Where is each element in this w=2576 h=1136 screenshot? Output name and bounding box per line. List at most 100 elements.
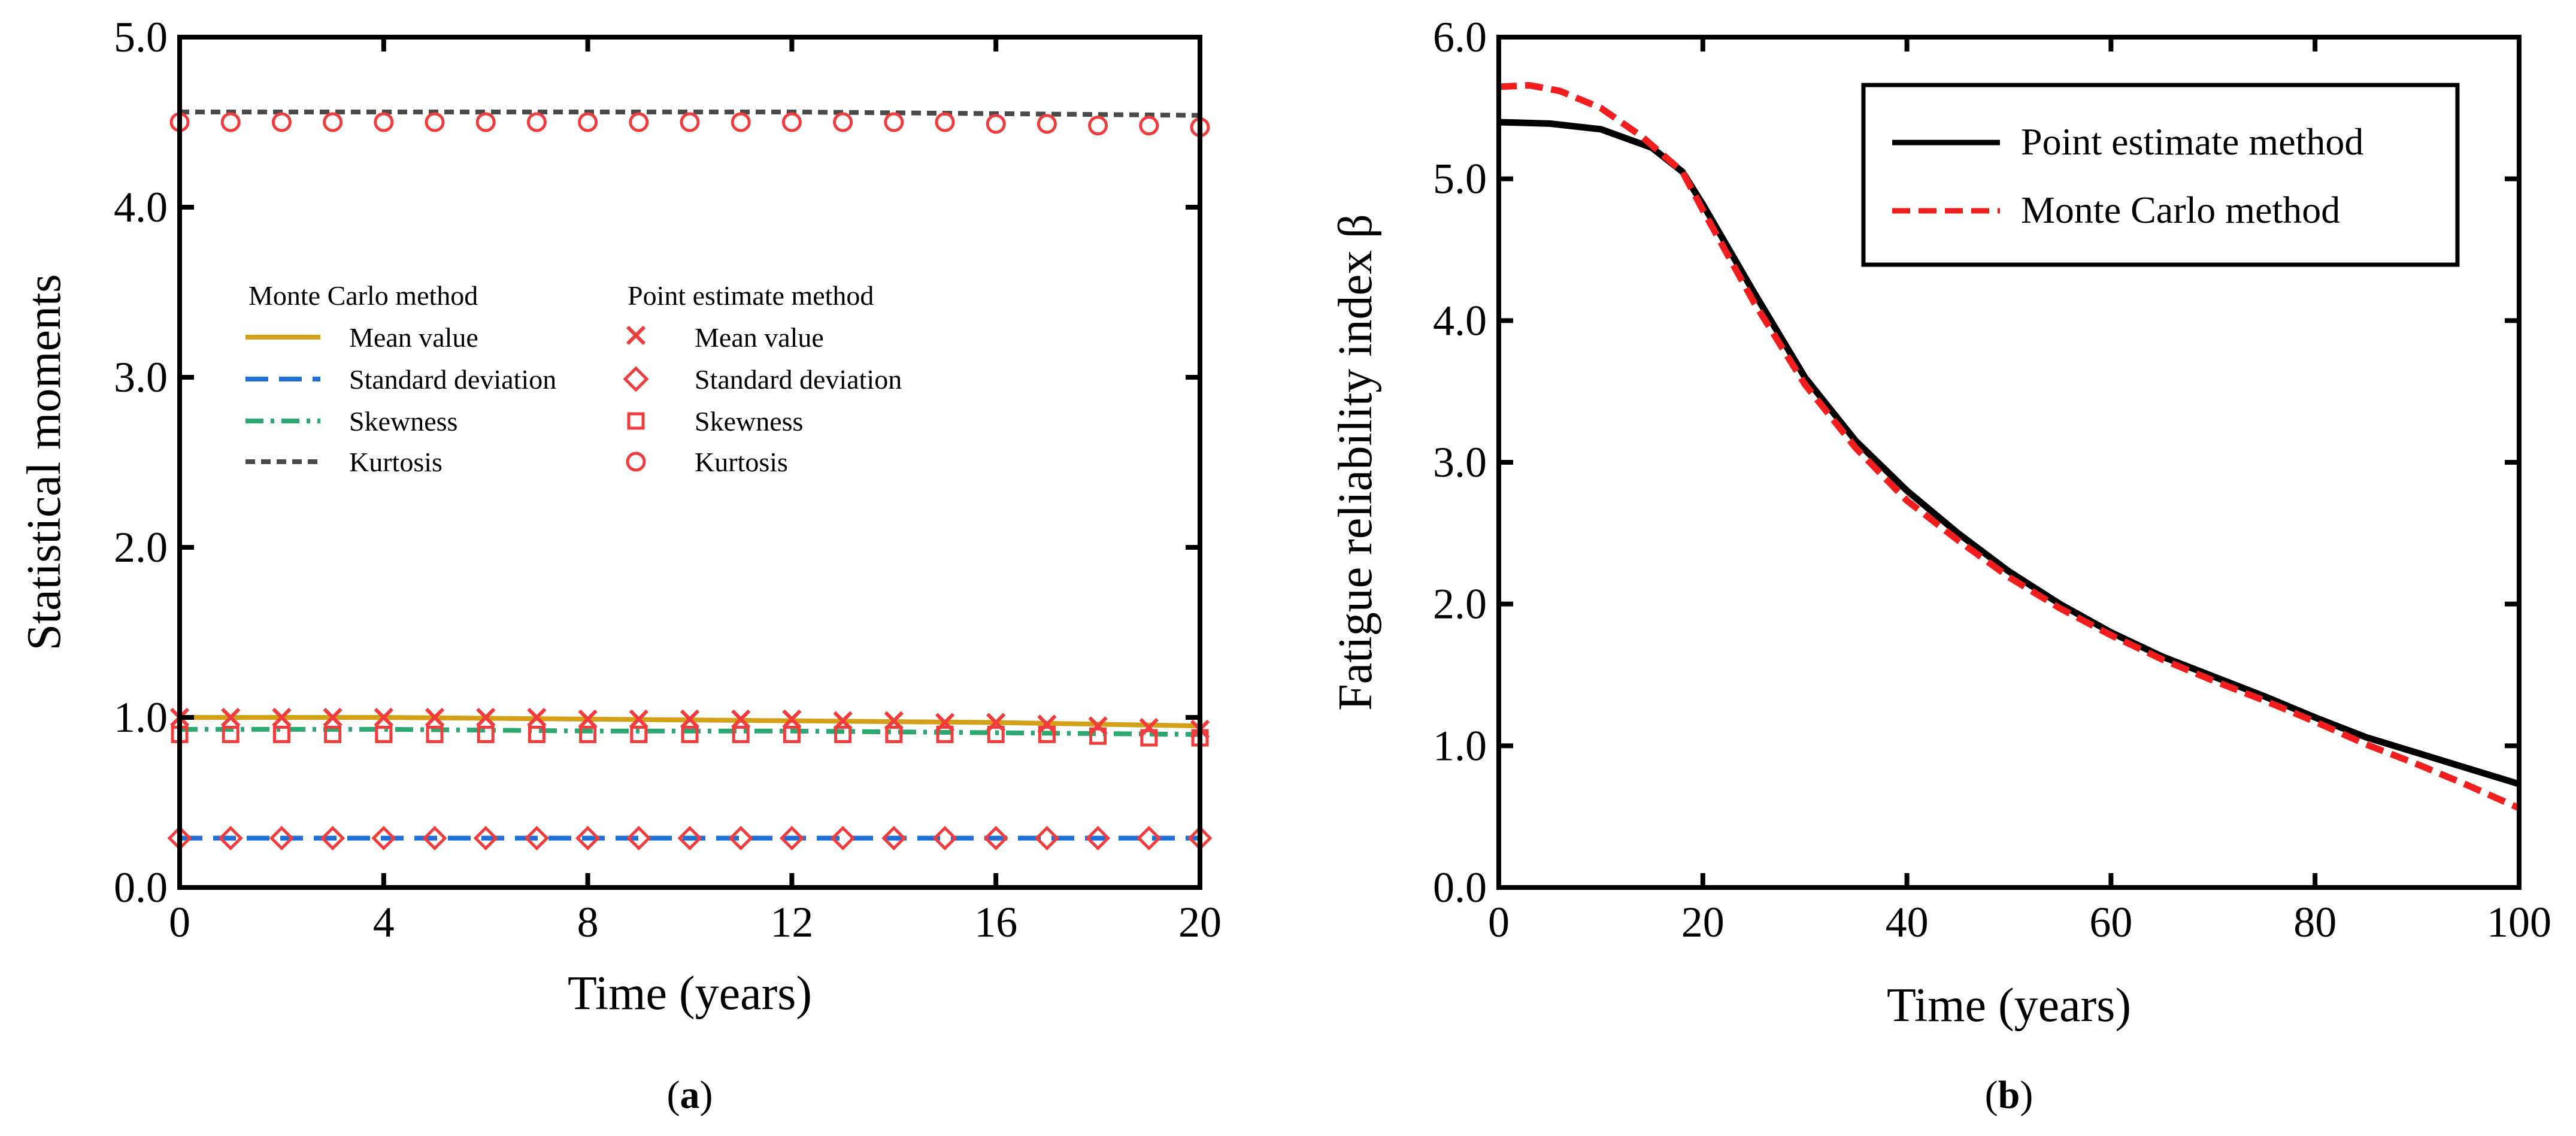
panel-a-ticks: 0 4 8 12 16 20 0.0 1.0 2.0 3.0 4.0 5.0 bbox=[114, 13, 1222, 946]
panel-a-marker-pem-skewness bbox=[426, 725, 444, 743]
panel-a-marker-pem-skewness bbox=[681, 725, 699, 743]
panel-a-marker-pem-mean-value bbox=[425, 707, 445, 728]
panel-a-ytick-label: 1.0 bbox=[114, 693, 168, 741]
panel-b-ytick-label: 4.0 bbox=[1433, 296, 1487, 344]
panel-a-caption: (a) bbox=[667, 1073, 713, 1117]
panel-a-marker-pem-kurtosis bbox=[374, 112, 394, 132]
panel-a-ytick-label: 2.0 bbox=[114, 523, 168, 571]
panel-a-marker-pem-kurtosis bbox=[629, 112, 649, 132]
panel-a-caption-letter: a bbox=[680, 1073, 700, 1117]
panel-a-ytick-label: 5.0 bbox=[114, 13, 168, 61]
panel-a-ytick-label: 4.0 bbox=[114, 183, 168, 231]
panel-a-legend: Monte Carlo method Point estimate method… bbox=[246, 280, 902, 477]
panel-a-marker-pem-kurtosis bbox=[1139, 116, 1159, 136]
panel-a-marker-pem-kurtosis bbox=[526, 112, 547, 132]
legend-a-pem-kurt-label: Kurtosis bbox=[695, 447, 788, 477]
panel-a-marker-pem-kurtosis bbox=[986, 114, 1006, 134]
panel-a-marker-pem-skewness bbox=[1038, 725, 1056, 743]
panel-a-marker-pem-skewness bbox=[579, 725, 597, 743]
legend-a-pem-mean-label: Mean value bbox=[695, 322, 824, 353]
panel-a-marker-pem-standard-deviation bbox=[831, 826, 856, 851]
panel-a-marker-pem-kurtosis bbox=[680, 112, 700, 132]
panel-a-marker-pem-skewness bbox=[1089, 727, 1107, 745]
panel-a-marker-pem-standard-deviation bbox=[626, 826, 651, 851]
panel-a-marker-pem-mean-value bbox=[1037, 714, 1057, 734]
panel-a-marker-pem-kurtosis bbox=[1037, 114, 1057, 134]
panel-a-series-mc-skewness bbox=[180, 726, 1201, 737]
panel-a-marker-pem-standard-deviation bbox=[881, 826, 907, 851]
panel-a-xtick-label: 8 bbox=[577, 898, 599, 946]
panel-a-marker-pem-standard-deviation bbox=[728, 826, 753, 851]
panel-a-xtick-label: 16 bbox=[974, 898, 1017, 946]
panel-b: 0 20 40 60 80 100 0.0 1.0 2.0 3.0 4.0 5.0 6.0 Time (… bbox=[1329, 13, 2551, 1117]
legend-a-pem-sd-label: Standard deviation bbox=[695, 364, 902, 395]
panel-b-xtick-label: 40 bbox=[1886, 898, 1929, 946]
panel-a-frame bbox=[177, 35, 1202, 890]
panel-a-marker-pem-standard-deviation bbox=[422, 826, 447, 851]
panel-a-marker-pem-skewness bbox=[222, 725, 240, 743]
panel-b-ytick-label: 0.0 bbox=[1433, 864, 1487, 911]
legend-a-pem-skew-label: Skewness bbox=[695, 406, 803, 437]
panel-a-marker-pem-mean-value bbox=[221, 707, 241, 728]
legend-a-pem-kurt-swatch bbox=[626, 452, 646, 472]
panel-a-marker-pem-standard-deviation bbox=[1034, 826, 1059, 851]
panel-a-marker-pem-skewness bbox=[885, 725, 903, 743]
panel-a-marker-pem-standard-deviation bbox=[371, 826, 396, 851]
panel-a-marker-pem-kurtosis bbox=[323, 112, 343, 132]
panel-a-marker-pem-standard-deviation bbox=[1086, 826, 1111, 851]
panel-a-marker-pem-mean-value bbox=[476, 707, 496, 728]
legend-a-pem-mean-swatch bbox=[626, 325, 646, 346]
legend-a-mc-skew-label: Skewness bbox=[349, 406, 457, 437]
panel-b-ytick-label: 1.0 bbox=[1433, 722, 1487, 770]
legend-a-mc-sd-label: Standard deviation bbox=[349, 364, 556, 395]
panel-a-marker-pem-standard-deviation bbox=[1137, 826, 1162, 851]
panel-a-marker-pem-skewness bbox=[528, 725, 545, 743]
panel-b-ytick-label: 2.0 bbox=[1433, 580, 1487, 628]
legend-a-header-mc: Monte Carlo method bbox=[248, 280, 478, 311]
panel-b-plot-area bbox=[1498, 81, 2521, 811]
legend-a-pem-skew-swatch bbox=[627, 412, 645, 430]
panel-b-legend: Point estimate method Monte Carlo method bbox=[1861, 83, 2460, 267]
panel-b-ytick-label: 3.0 bbox=[1433, 438, 1487, 486]
panel-b-xtick-label: 20 bbox=[1681, 898, 1725, 946]
panel-a-ylabel: Statistical moments bbox=[18, 274, 71, 651]
panel-a-marker-pem-mean-value bbox=[731, 709, 751, 729]
panel-a-ytick-label: 0.0 bbox=[114, 864, 168, 911]
panel-a-marker-pem-mean-value bbox=[1139, 717, 1159, 738]
panel-a-marker-pem-skewness bbox=[732, 725, 750, 743]
panel-a-marker-pem-mean-value bbox=[629, 709, 648, 729]
panel-a-marker-pem-kurtosis bbox=[731, 112, 751, 132]
panel-a-marker-pem-mean-value bbox=[323, 707, 343, 728]
panel-b-caption-letter: b bbox=[1998, 1073, 2020, 1117]
legend-b-box bbox=[1861, 83, 2460, 267]
panel-b-xtick-label: 80 bbox=[2293, 898, 2336, 946]
panel-a-ytick-label: 3.0 bbox=[114, 353, 168, 401]
panel-a-marker-pem-kurtosis bbox=[884, 112, 904, 132]
panel-a: 0 4 8 12 16 20 0.0 1.0 2.0 3.0 4.0 5.0 Time (years)… bbox=[18, 13, 1222, 1117]
panel-a-marker-pem-skewness bbox=[630, 725, 648, 743]
panel-a-marker-pem-standard-deviation bbox=[932, 826, 957, 851]
panel-b-caption: (b) bbox=[1985, 1073, 2033, 1117]
panel-a-marker-pem-skewness bbox=[1140, 729, 1158, 747]
panel-a-marker-pem-kurtosis bbox=[1088, 116, 1108, 136]
panel-a-marker-pem-standard-deviation bbox=[218, 826, 243, 851]
panel-a-marker-pem-standard-deviation bbox=[320, 826, 346, 851]
panel-a-marker-pem-standard-deviation bbox=[524, 826, 549, 851]
panel-b-xtick-label: 100 bbox=[2487, 898, 2551, 946]
panel-b-ylabel: Fatigue reliability index β bbox=[1329, 214, 1382, 710]
panel-a-marker-pem-standard-deviation bbox=[779, 826, 804, 851]
panel-b-ytick-label: 6.0 bbox=[1433, 13, 1487, 61]
panel-a-marker-pem-skewness bbox=[936, 725, 954, 743]
panel-b-ticks: 0 20 40 60 80 100 0.0 1.0 2.0 3.0 4.0 5.0 6.0 bbox=[1433, 13, 2551, 946]
panel-b-series-monte-carlo-method bbox=[1498, 81, 2521, 811]
panel-a-xtick-label: 20 bbox=[1178, 898, 1222, 946]
panel-a-marker-pem-skewness bbox=[324, 725, 342, 743]
panel-a-marker-pem-skewness bbox=[477, 725, 495, 743]
panel-a-marker-pem-mean-value bbox=[272, 707, 292, 728]
panel-a-marker-pem-mean-value bbox=[1088, 716, 1108, 736]
legend-a-header-pem: Point estimate method bbox=[628, 280, 874, 311]
panel-a-marker-pem-kurtosis bbox=[935, 112, 955, 132]
panel-a-marker-pem-mean-value bbox=[578, 709, 598, 729]
legend-b-pem-label: Point estimate method bbox=[2021, 120, 2363, 163]
panel-a-marker-pem-kurtosis bbox=[475, 112, 496, 132]
